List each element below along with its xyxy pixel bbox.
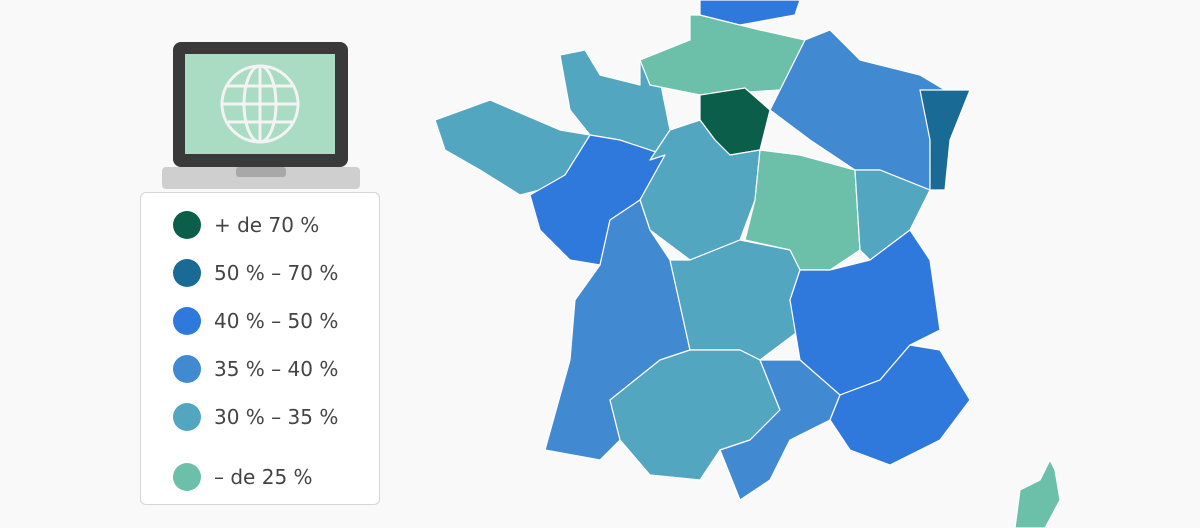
legend-swatch	[173, 463, 201, 491]
legend-label: 40 % – 50 %	[214, 309, 339, 333]
legend-item: 35 % – 40 %	[173, 355, 338, 383]
region	[829, 344, 971, 466]
legend-label: – de 25 %	[214, 465, 313, 489]
legend: + de 70 % 50 % – 70 % 40 % – 50 % 35 % – 40…	[140, 192, 380, 505]
region	[719, 359, 841, 501]
region	[699, 0, 801, 26]
laptop-icon	[162, 42, 360, 189]
legend-item: 50 % – 70 %	[173, 259, 338, 287]
region	[1014, 459, 1061, 528]
legend-label: 50 % – 70 %	[214, 261, 339, 285]
legend-label: 30 % – 35 %	[214, 405, 339, 429]
legend-item: + de 70 %	[173, 211, 319, 239]
legend-label: 35 % – 40 %	[214, 357, 339, 381]
legend-label: + de 70 %	[214, 213, 320, 237]
region	[559, 49, 671, 161]
legend-swatch	[173, 355, 201, 383]
legend-swatch	[173, 259, 201, 287]
legend-swatch	[173, 307, 201, 335]
region	[639, 14, 806, 96]
legend-item: 40 % – 50 %	[173, 307, 338, 335]
region	[919, 89, 971, 191]
legend-swatch	[173, 211, 201, 239]
legend-item: – de 25 %	[173, 463, 313, 491]
legend-item: 30 % – 35 %	[173, 403, 338, 431]
legend-swatch	[173, 403, 201, 431]
